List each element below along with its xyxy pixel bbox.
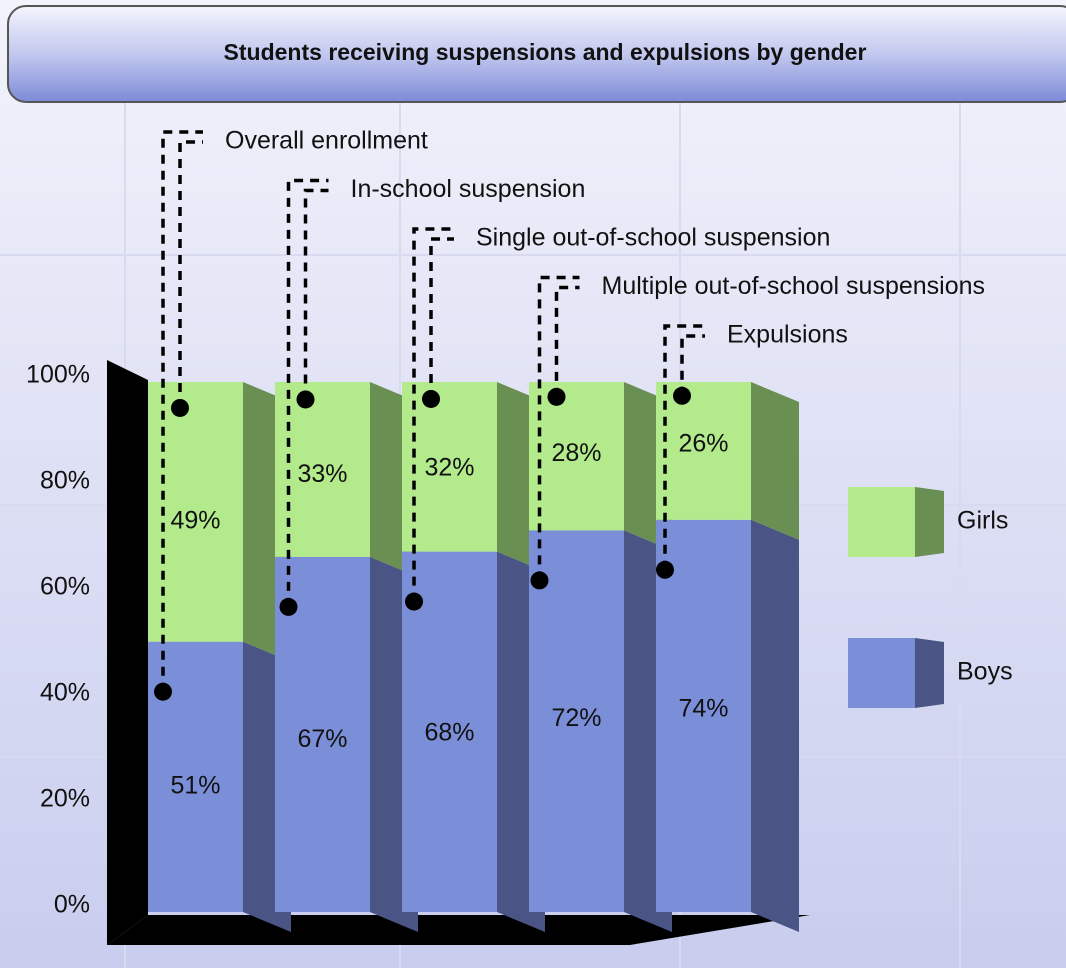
y-tick-label: 80% bbox=[40, 467, 90, 495]
callout-dot bbox=[547, 387, 566, 406]
callout-dot bbox=[656, 560, 674, 579]
category-label: Single out-of-school suspension bbox=[476, 224, 830, 252]
bar bbox=[656, 382, 751, 520]
legend-label: Girls bbox=[957, 507, 1008, 535]
bar-side bbox=[751, 519, 799, 932]
bar-side bbox=[751, 382, 799, 540]
category-label: Multiple out-of-school suspensions bbox=[602, 272, 986, 300]
bar bbox=[529, 382, 624, 531]
legend-swatch bbox=[848, 638, 915, 708]
category-label: Expulsions bbox=[727, 321, 848, 349]
bar bbox=[275, 382, 370, 557]
bar bbox=[529, 530, 624, 912]
value-label: 49% bbox=[170, 506, 220, 534]
callout-line bbox=[286, 178, 329, 607]
y-tick-label: 20% bbox=[40, 785, 90, 813]
bar bbox=[275, 556, 370, 912]
title-banner bbox=[7, 5, 1066, 103]
legend-label: Boys bbox=[957, 658, 1013, 686]
value-label: 51% bbox=[170, 771, 220, 799]
value-label: 33% bbox=[297, 460, 347, 488]
category-label: In-school suspension bbox=[351, 175, 586, 203]
value-label: 67% bbox=[297, 725, 347, 753]
bar bbox=[402, 551, 497, 912]
callout-line bbox=[161, 130, 203, 692]
callout-dot bbox=[673, 386, 691, 405]
callout-dot bbox=[422, 389, 440, 408]
legend-swatch-side bbox=[915, 487, 944, 557]
value-label: 26% bbox=[678, 430, 728, 458]
y-tick-label: 40% bbox=[40, 679, 90, 707]
y-tick-label: 60% bbox=[40, 573, 90, 601]
callout-line bbox=[663, 324, 705, 570]
callout-dot bbox=[530, 571, 549, 590]
bar bbox=[656, 519, 751, 912]
value-label: 32% bbox=[424, 453, 474, 481]
value-label: 72% bbox=[551, 704, 601, 732]
callout-dot bbox=[279, 597, 298, 616]
value-label: 28% bbox=[551, 439, 601, 467]
callout-line bbox=[537, 275, 580, 581]
value-label: 68% bbox=[424, 718, 474, 746]
callout-dot bbox=[296, 390, 315, 409]
bar bbox=[402, 382, 497, 552]
callout-dot bbox=[171, 398, 189, 417]
value-label: 74% bbox=[678, 695, 728, 723]
y-tick-label: 100% bbox=[26, 361, 90, 389]
category-label: Overall enrollment bbox=[225, 127, 428, 155]
legend-swatch bbox=[848, 487, 915, 557]
callout-dot bbox=[405, 592, 423, 611]
legend-swatch-side bbox=[915, 638, 944, 708]
callout-dot bbox=[154, 682, 172, 701]
wall bbox=[107, 360, 148, 945]
chart-title: Students receiving suspensions and expul… bbox=[224, 39, 867, 65]
y-tick-label: 0% bbox=[54, 891, 90, 919]
callout-line bbox=[412, 227, 454, 602]
